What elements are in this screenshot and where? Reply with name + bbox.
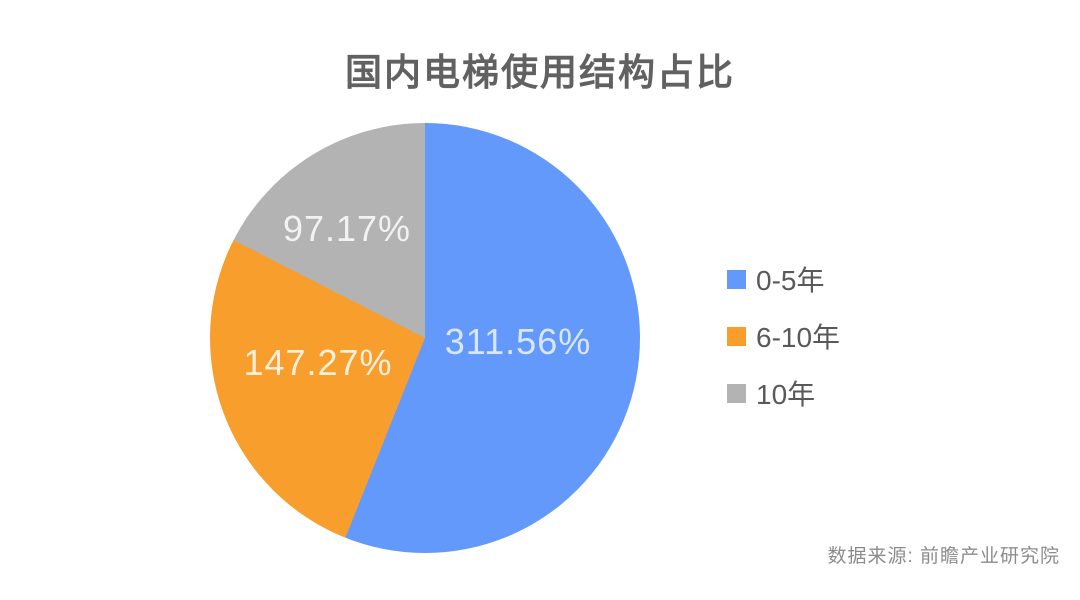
legend-label-10-years: 10年 xyxy=(756,379,816,410)
pie-circle xyxy=(210,123,640,553)
slice-label-0-5-years: 311.56% xyxy=(444,321,592,362)
legend-item-6-10-years: 6-10年 xyxy=(727,321,840,353)
slice-label-10-years: 97.17% xyxy=(282,208,412,249)
legend-swatch-gray-icon xyxy=(727,383,746,403)
slice-label-6-10-years: 147.27% xyxy=(243,342,393,383)
legend-swatch-orange-icon xyxy=(727,326,746,346)
pie-chart: 311.56% 147.27% 97.17% xyxy=(210,123,640,553)
legend: 0-5年 6-10年 10年 xyxy=(727,264,840,410)
data-source: 数据来源: 前瞻产业研究院 xyxy=(827,546,1060,567)
legend-item-0-5-years: 0-5年 xyxy=(727,264,840,296)
legend-label-6-10-years: 6-10年 xyxy=(756,322,841,353)
chart-title: 国内电梯使用结构占比 xyxy=(345,52,735,93)
legend-swatch-blue-icon xyxy=(727,269,746,289)
legend-label-0-5-years: 0-5年 xyxy=(756,265,825,296)
legend-item-10-years: 10年 xyxy=(727,378,840,410)
